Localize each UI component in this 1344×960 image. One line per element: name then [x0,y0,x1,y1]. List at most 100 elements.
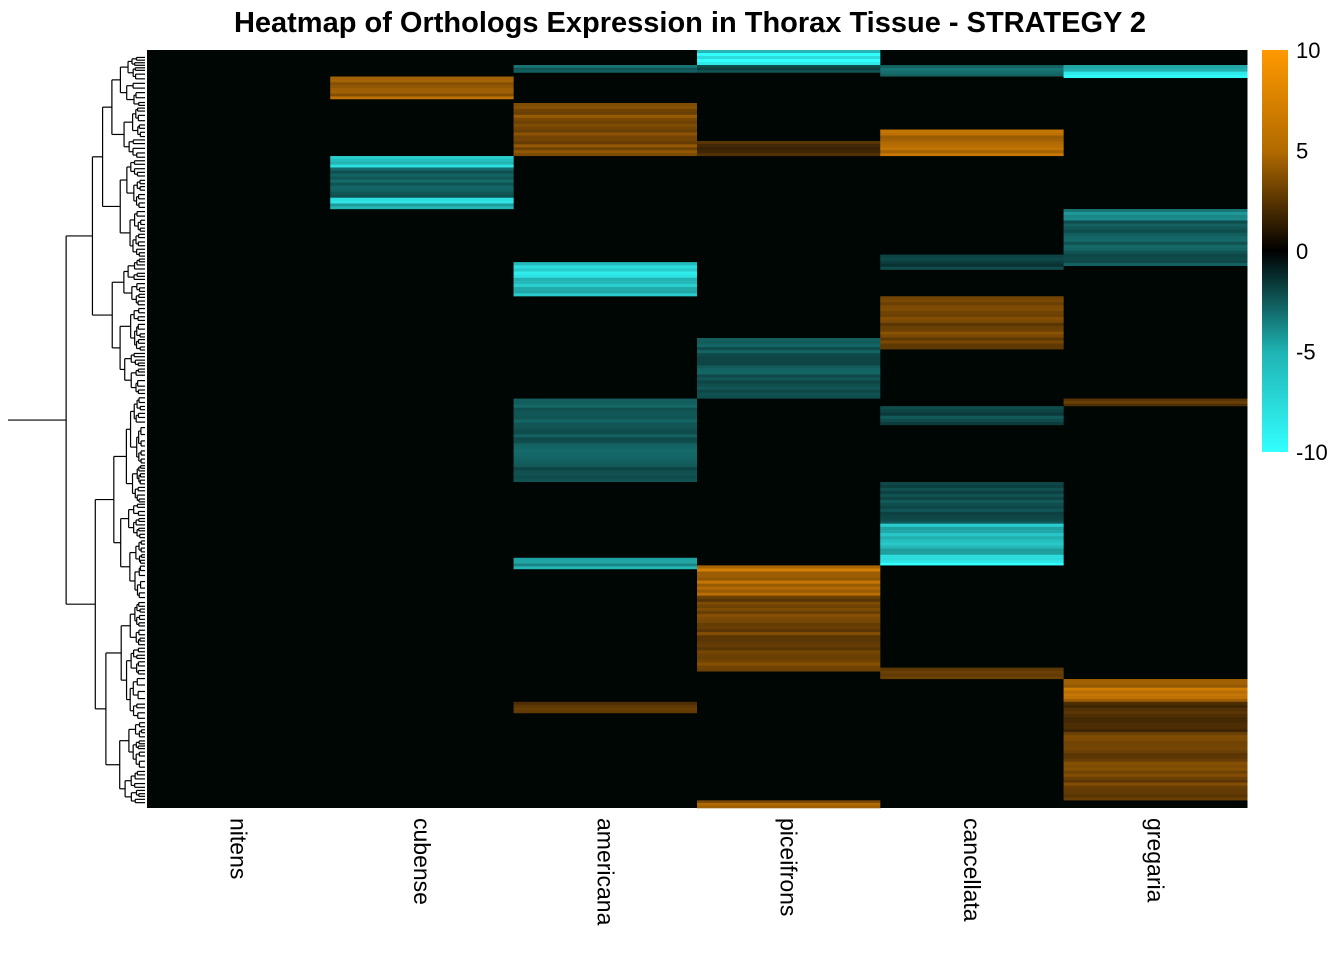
heatmap-cell [880,493,1065,498]
heatmap-cell [697,635,881,639]
heatmap-cell [330,182,515,186]
heatmap-cell [697,56,881,60]
heatmap-cell [880,147,1065,151]
heatmap-cell [880,325,1065,330]
legend-colorbar [1262,50,1288,452]
heatmap-cell [880,308,1065,312]
heatmap-cell [513,452,698,456]
heatmap-cell [513,422,698,426]
heatmap-cell [697,350,881,354]
heatmap-cell [697,389,881,393]
heatmap-cell [697,347,881,351]
heatmap-cell [330,200,515,204]
heatmap-cell [513,123,698,127]
heatmap-cell [880,545,1065,549]
heatmap-cell [697,338,881,342]
heatmap-cell [513,153,698,157]
heatmap-cell [697,386,881,390]
heatmap-cell [697,632,881,636]
heatmap-cell [697,647,881,651]
heatmap-cell [697,341,881,345]
heatmap-cell [513,404,698,408]
heatmap-cell [330,85,515,89]
heatmap-cell [697,595,881,600]
heatmap-cell [1063,707,1248,712]
heatmap-cell [1063,723,1248,727]
heatmap-cell [697,153,881,157]
heatmap-cell [513,443,698,447]
heatmap-cell [697,143,881,148]
heatmap-cell [880,322,1065,327]
heatmap-cell [880,68,1065,72]
heatmap-cell [330,161,515,165]
heatmap-cell [330,96,515,100]
heatmap-cell [880,296,1065,300]
heatmap-cell [880,425,1065,483]
heatmap-cell [1063,791,1248,795]
heatmap-cell [513,440,698,444]
heatmap-cell [513,398,698,402]
heatmap-cell [330,197,515,201]
heatmap-cell [513,126,698,130]
heatmap-cell [697,65,881,68]
heatmap-cell [697,644,881,648]
heatmap-cell [880,505,1065,510]
heatmap-column-americana [513,50,698,808]
heatmap-cell [1063,262,1248,267]
heatmap-cell [880,554,1065,559]
heatmap-cell [1063,761,1248,766]
heatmap-cell [1063,744,1248,748]
heatmap-cell [1063,701,1248,706]
heatmap-cell [513,135,698,139]
heatmap-cell [513,566,698,570]
heatmap-cell [697,50,881,54]
heatmap-cell [697,147,881,151]
heatmap-cell [880,520,1065,525]
heatmap-cell [880,499,1065,504]
heatmap-cell [880,673,1065,677]
heatmap-cell [880,138,1065,142]
heatmap-cell [513,262,698,266]
color-legend: 10 5 0 -5 -10 [1262,38,1328,465]
heatmap-cell [880,508,1065,513]
heatmap-cell [1063,773,1248,777]
heatmap-cell [1063,747,1248,751]
heatmap-cell [1063,749,1248,754]
legend-tick-label: 0 [1296,239,1308,264]
heatmap-cell [697,67,881,71]
column-label-americana: americana [592,818,618,926]
heatmap-cell [880,482,1065,486]
heatmap-cell [880,132,1065,136]
heatmap-cell [1063,738,1248,742]
heatmap-cell [880,257,1065,262]
heatmap-cell [880,670,1065,674]
heatmap-cell [697,592,881,597]
heatmap-cell [513,416,698,420]
heatmap-cell [697,577,881,581]
heatmap-cell [330,87,515,92]
heatmap-cell [1063,256,1248,261]
heatmap-cell [513,120,698,124]
heatmap-cell [1063,800,1248,808]
heatmap-cell [697,805,881,809]
heatmap-cell [1063,244,1248,249]
heatmap-cell [1063,74,1248,79]
heatmap-cell [697,607,881,612]
heatmap-cell [880,409,1065,413]
heatmap-cell [1063,241,1248,246]
heatmap-cell [513,479,698,483]
heatmap-cell [513,72,698,104]
heatmap-cell [330,79,515,83]
heatmap-cell [330,76,515,80]
heatmap-cell [1063,735,1248,739]
heatmap-cell [880,406,1065,410]
heatmap-cell [880,551,1065,556]
heatmap-cell [880,302,1065,306]
heatmap-cell [880,156,1065,255]
heatmap-cell [513,476,698,480]
heatmap-cell [880,153,1065,157]
heatmap-cell [1063,732,1248,736]
heatmap-cell [1063,717,1248,721]
heatmap-cell [1063,755,1248,760]
heatmap-cell [1063,679,1248,683]
